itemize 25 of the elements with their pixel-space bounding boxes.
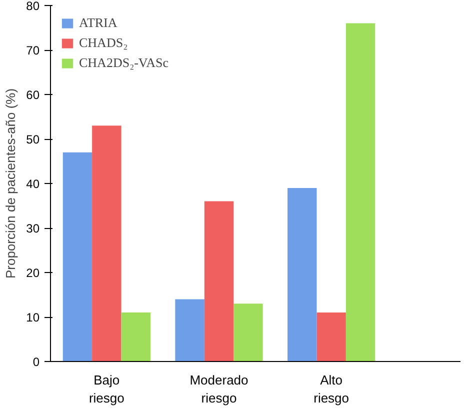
legend-label: ATRIA	[79, 15, 118, 31]
y-tick-label: 10	[26, 310, 40, 324]
bar	[175, 299, 204, 362]
bar	[92, 126, 122, 362]
y-tick-label: 20	[26, 266, 40, 280]
bar	[234, 304, 263, 362]
bar	[62, 152, 92, 362]
y-axis-title: Proporción de pacientes-año (%)	[3, 88, 18, 279]
y-tick-label: 80	[26, 0, 40, 13]
y-tick-label: 60	[26, 88, 40, 102]
bar	[316, 312, 346, 362]
y-tick-label: 70	[26, 44, 40, 58]
legend-label: CHADS₂	[79, 35, 128, 51]
bar	[121, 312, 150, 362]
y-tick-label: 50	[26, 132, 40, 146]
y-tick-label: 30	[26, 222, 40, 236]
y-tick-label: 40	[26, 177, 40, 191]
y-tick-label: 0	[32, 355, 40, 369]
bar	[288, 188, 317, 362]
x-tick-label: Moderado riesgo	[190, 372, 248, 406]
bar	[346, 23, 376, 362]
bar	[204, 201, 234, 362]
x-tick-label: Bajo riesgo	[88, 372, 124, 406]
legend-label: CHA2DS₂-VASc	[79, 55, 169, 71]
x-tick-label: Alto riesgo	[314, 372, 350, 406]
